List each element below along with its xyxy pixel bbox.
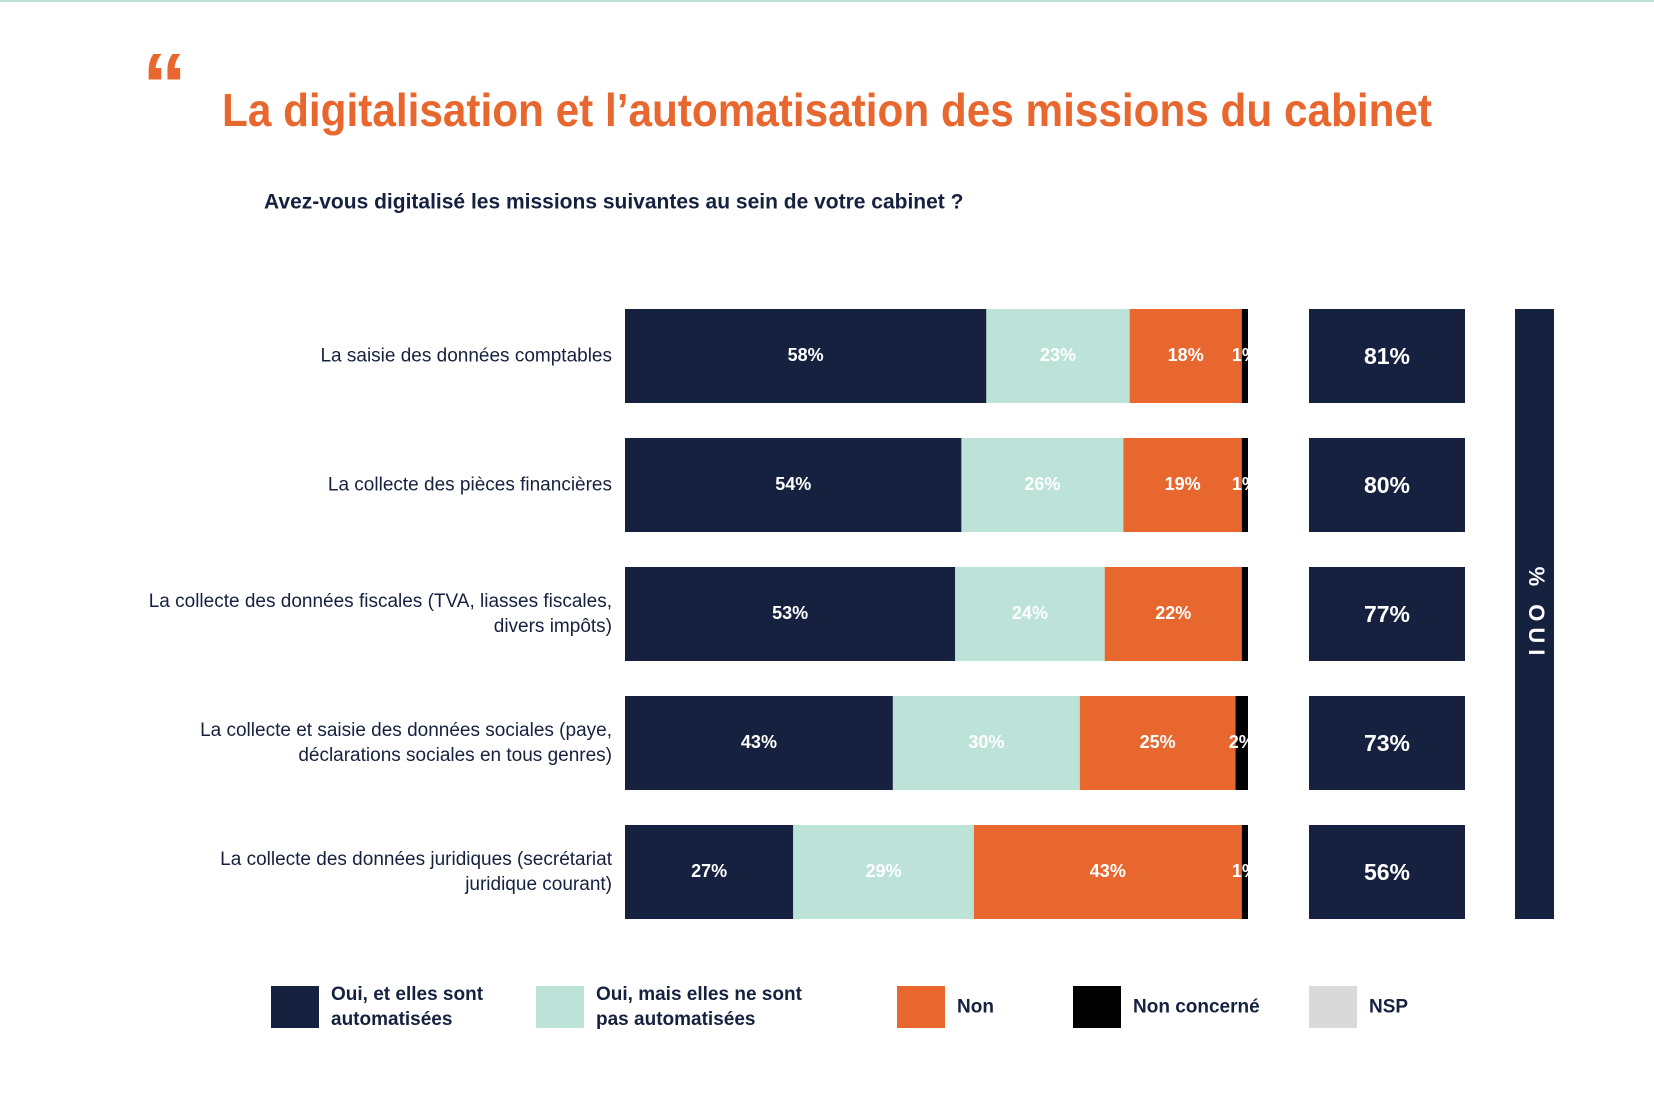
total-label: 56%: [1364, 859, 1410, 885]
data-label: 26%: [1024, 474, 1060, 494]
bar-segment: [1241, 438, 1248, 532]
data-label: 58%: [788, 345, 824, 365]
total-label: 81%: [1364, 343, 1410, 369]
data-label: 19%: [1165, 474, 1201, 494]
legend-label: Non: [957, 996, 994, 1018]
legend-swatch: [536, 986, 584, 1028]
chart-title: La digitalisation et l’automatisation de…: [222, 84, 1432, 136]
total-label: 80%: [1364, 472, 1410, 498]
totals-band: [1515, 309, 1554, 919]
category-label: La collecte des données juridiques (secr…: [220, 849, 612, 895]
bar-segment: [625, 825, 794, 919]
data-label: 1%: [1232, 474, 1258, 494]
bar-segment: [1104, 567, 1242, 661]
data-label: 2%: [1229, 732, 1255, 752]
legend-label: Non concerné: [1133, 996, 1260, 1018]
data-label: 24%: [1012, 603, 1048, 623]
bar-segment: [986, 309, 1130, 403]
legend-label: NSP: [1369, 996, 1409, 1018]
bar-segment: [892, 696, 1080, 790]
bar-segment: [955, 567, 1105, 661]
bar-segment: [973, 825, 1242, 919]
legend-label: Oui, et elles sont automatisées: [331, 984, 484, 1030]
category-label: La collecte et saisie des données social…: [200, 720, 612, 766]
total-box: [1309, 825, 1465, 919]
bar-segment: [793, 825, 974, 919]
legend-swatch: [1309, 986, 1357, 1028]
bar-segment: [961, 438, 1124, 532]
totals-title: % OUI: [1524, 567, 1549, 662]
data-label: 43%: [741, 732, 777, 752]
data-label: 27%: [691, 861, 727, 881]
category-label: La collecte des données fiscales (TVA, l…: [148, 591, 612, 637]
legend-label: Oui, mais elles ne sont pas automatisées: [596, 984, 802, 1030]
data-label: 25%: [1140, 732, 1176, 752]
bar-segment: [625, 309, 987, 403]
total-box: [1309, 438, 1465, 532]
data-label: 29%: [866, 861, 902, 881]
quote-mark: “: [142, 36, 187, 136]
data-label: 30%: [968, 732, 1004, 752]
data-label: 1%: [1232, 345, 1258, 365]
data-label: 18%: [1168, 345, 1204, 365]
total-box: [1309, 567, 1465, 661]
bar-segment: [625, 696, 893, 790]
data-label: 53%: [772, 603, 808, 623]
bar-segment: [1241, 309, 1248, 403]
chart-subtitle: Avez-vous digitalisé les missions suivan…: [264, 191, 963, 214]
data-label: 43%: [1090, 861, 1126, 881]
bar-segment: [625, 438, 962, 532]
data-label: 23%: [1040, 345, 1076, 365]
data-label: 1%: [1232, 861, 1258, 881]
data-label: 22%: [1155, 603, 1191, 623]
bar-segment: [1079, 696, 1236, 790]
total-label: 73%: [1364, 730, 1410, 756]
category-label: La saisie des données comptables: [320, 345, 612, 367]
bar-segment: [1235, 696, 1248, 790]
bar-segment: [1241, 825, 1248, 919]
bar-segment: [625, 567, 956, 661]
category-label: La collecte des pièces financières: [327, 474, 612, 496]
total-box: [1309, 309, 1465, 403]
legend-swatch: [1073, 986, 1121, 1028]
bar-segment: [1123, 438, 1242, 532]
bar-segment: [1241, 567, 1248, 661]
bar-segment: [1129, 309, 1242, 403]
legend-swatch: [271, 986, 319, 1028]
data-label: 54%: [775, 474, 811, 494]
total-box: [1309, 696, 1465, 790]
legend-swatch: [897, 986, 945, 1028]
total-label: 77%: [1364, 601, 1410, 627]
